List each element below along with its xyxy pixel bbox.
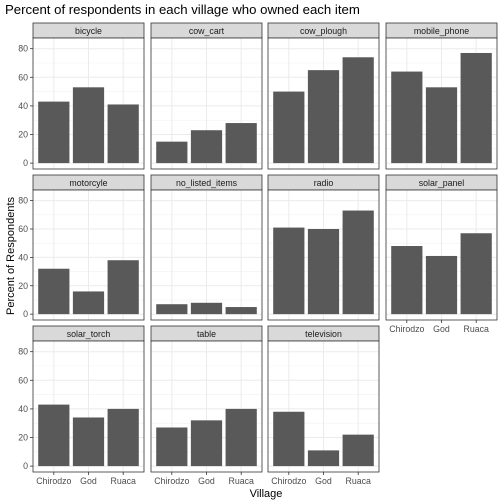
y-tick-label: 40: [18, 404, 28, 414]
panel-border: [32, 37, 145, 170]
bar-cow_plough-God: [307, 70, 340, 164]
bar-bicycle-Ruaca: [107, 104, 139, 164]
bar-solar_torch-God: [72, 417, 105, 467]
x-tick-label: Ruaca: [228, 476, 254, 486]
facet-strip-label: table: [197, 329, 216, 339]
facet-panel-cow_plough: cow_plough: [267, 22, 380, 170]
facet-panel-table: table Chirodzo God Ruaca: [150, 325, 263, 486]
bar-television-Chirodzo: [273, 411, 305, 467]
bar-no_listed_items-God: [190, 302, 223, 315]
y-axis-title: Percent of Respondents: [5, 196, 17, 315]
y-tick-label: 20: [18, 433, 28, 443]
y-tick-label: 40: [18, 252, 28, 262]
bar-bicycle-God: [72, 87, 105, 164]
bar-solar_panel-Ruaca: [460, 233, 492, 315]
facet-strip-label: television: [305, 329, 342, 339]
bar-radio-God: [307, 228, 340, 315]
panel-border: [150, 37, 263, 170]
facet-strip-label: radio: [314, 178, 334, 188]
bar-cow_cart-God: [190, 130, 223, 164]
bar-solar_panel-Chirodzo: [391, 246, 423, 315]
bar-mobile_phone-Ruaca: [460, 52, 492, 164]
panel-border: [267, 37, 380, 170]
bar-television-Ruaca: [342, 434, 374, 467]
x-tick-label: God: [433, 324, 450, 334]
y-tick-label: 20: [18, 281, 28, 291]
facet-strip-label: solar_panel: [419, 178, 465, 188]
y-tick-label: 40: [18, 101, 28, 111]
panel-border: [150, 189, 263, 321]
y-tick-label: 80: [18, 196, 28, 206]
x-axis-title: Village: [250, 488, 283, 500]
facet-panel-motorcyle: motorcyle 0 20 40 60 80: [18, 174, 145, 321]
bar-cow_cart-Chirodzo: [156, 141, 188, 164]
bar-motorcyle-Ruaca: [107, 260, 139, 315]
bar-radio-Chirodzo: [273, 227, 305, 315]
panels-layer: bicycle 0 20 40 60 80 cow_cart cow_plough mobile…: [18, 22, 498, 486]
bar-motorcyle-Chirodzo: [38, 268, 70, 315]
bar-television-God: [307, 450, 340, 467]
panel-border: [385, 37, 498, 170]
panel-border: [267, 189, 380, 321]
bar-bicycle-Chirodzo: [38, 101, 70, 164]
y-tick-label: 80: [18, 44, 28, 54]
y-tick-label: 60: [18, 72, 28, 82]
facet-strip-label: solar_torch: [67, 329, 111, 339]
facet-panel-bicycle: bicycle 0 20 40 60 80: [18, 22, 145, 170]
bar-table-God: [190, 420, 223, 467]
facet-strip-label: cow_cart: [189, 26, 225, 36]
y-tick-label: 0: [23, 158, 28, 168]
y-tick-label: 0: [23, 461, 28, 471]
panel-border: [32, 189, 145, 321]
bar-cow_plough-Ruaca: [342, 57, 374, 164]
x-tick-label: God: [198, 476, 215, 486]
bar-cow_cart-Ruaca: [225, 123, 257, 164]
bar-cow_plough-Chirodzo: [273, 91, 305, 164]
bar-mobile_phone-Chirodzo: [391, 71, 423, 164]
bar-mobile_phone-God: [425, 87, 458, 164]
x-tick-label: Chirodzo: [36, 476, 71, 486]
bar-motorcyle-God: [72, 291, 105, 315]
facet-panel-radio: radio: [267, 174, 380, 321]
bar-solar_torch-Chirodzo: [38, 404, 70, 467]
facet-strip-label: mobile_phone: [414, 26, 469, 36]
bar-solar_torch-Ruaca: [107, 408, 139, 467]
bar-no_listed_items-Ruaca: [225, 307, 257, 315]
y-tick-label: 80: [18, 347, 28, 357]
x-tick-label: Chirodzo: [389, 324, 424, 334]
facet-panel-mobile_phone: mobile_phone: [385, 22, 498, 170]
facet-panel-cow_cart: cow_cart: [150, 22, 263, 170]
facet-strip-label: bicycle: [75, 26, 102, 36]
x-tick-label: God: [80, 476, 97, 486]
bar-solar_panel-God: [425, 255, 458, 315]
x-tick-label: Chirodzo: [154, 476, 189, 486]
chart-title: Percent of respondents in each village w…: [5, 2, 360, 17]
x-tick-label: Ruaca: [110, 476, 136, 486]
bar-table-Ruaca: [225, 408, 257, 467]
facet-strip-label: cow_plough: [300, 26, 347, 36]
y-tick-label: 20: [18, 130, 28, 140]
facet-panel-solar_panel: solar_panel Chirodzo God Ruaca: [385, 174, 498, 334]
bar-radio-Ruaca: [342, 210, 374, 315]
y-tick-label: 0: [23, 309, 28, 319]
facet-strip-label: motorcyle: [69, 178, 107, 188]
y-tick-label: 60: [18, 224, 28, 234]
y-tick-label: 60: [18, 375, 28, 385]
x-tick-label: Ruaca: [345, 476, 371, 486]
bar-no_listed_items-Chirodzo: [156, 304, 188, 315]
facet-panel-solar_torch: solar_torch 0 20 40 60 80 Chirodzo God Ruaca: [18, 325, 145, 486]
facet-panel-no_listed_items: no_listed_items: [150, 174, 263, 321]
facet-strip-label: no_listed_items: [176, 178, 238, 188]
facet-panel-television: television Chirodzo God Ruaca: [267, 325, 380, 486]
bar-table-Chirodzo: [156, 427, 188, 467]
x-tick-label: God: [315, 476, 332, 486]
x-tick-label: Ruaca: [463, 324, 489, 334]
x-tick-label: Chirodzo: [271, 476, 306, 486]
